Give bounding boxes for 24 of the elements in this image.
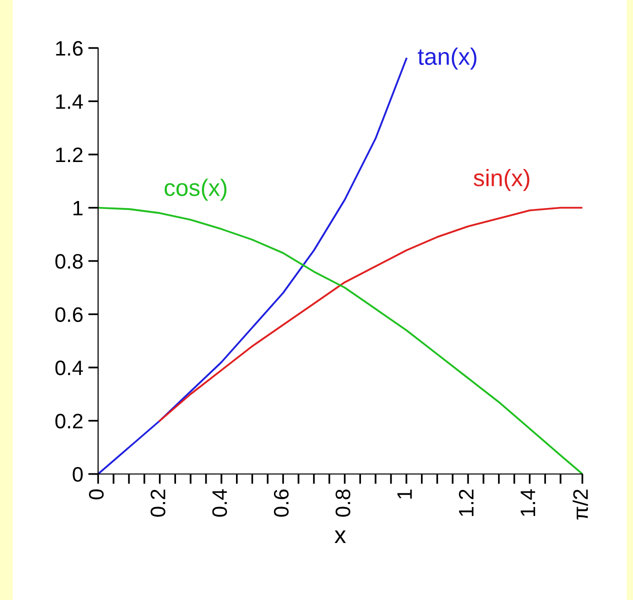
x-tick-label: 0 <box>88 489 104 500</box>
y-tick-label: 0 <box>72 467 83 482</box>
x-tick-label: 1.4 <box>520 489 536 516</box>
y-tick-label: 0.4 <box>55 360 83 376</box>
y-tick-label: 1.6 <box>56 41 83 56</box>
x-tick-label: 1.2 <box>458 490 474 516</box>
series-label: cos(x) <box>164 178 226 201</box>
x-tick-label: 0.8 <box>336 489 350 517</box>
y-tick-label: 1.4 <box>56 94 83 109</box>
y-tick-label: 1.2 <box>56 148 82 162</box>
x-tick-label: 1 <box>397 490 412 499</box>
line-series <box>98 58 408 474</box>
x-tick-label: 0.6 <box>274 489 289 517</box>
series-label: tan(x) <box>418 48 476 70</box>
y-tick-label: 0.6 <box>55 307 83 322</box>
x-axis-title: x <box>334 530 346 543</box>
y-tick-label: 0.8 <box>55 254 83 269</box>
y-tick-label: 1 <box>74 200 83 216</box>
x-tick-label: 0.4 <box>212 489 228 517</box>
line-series <box>158 206 582 422</box>
x-tick-label: π/2 <box>572 490 588 520</box>
y-tick-label: 0.2 <box>55 414 82 429</box>
series-label: sin(x) <box>474 168 530 191</box>
x-tick-label: 0.2 <box>150 490 166 517</box>
